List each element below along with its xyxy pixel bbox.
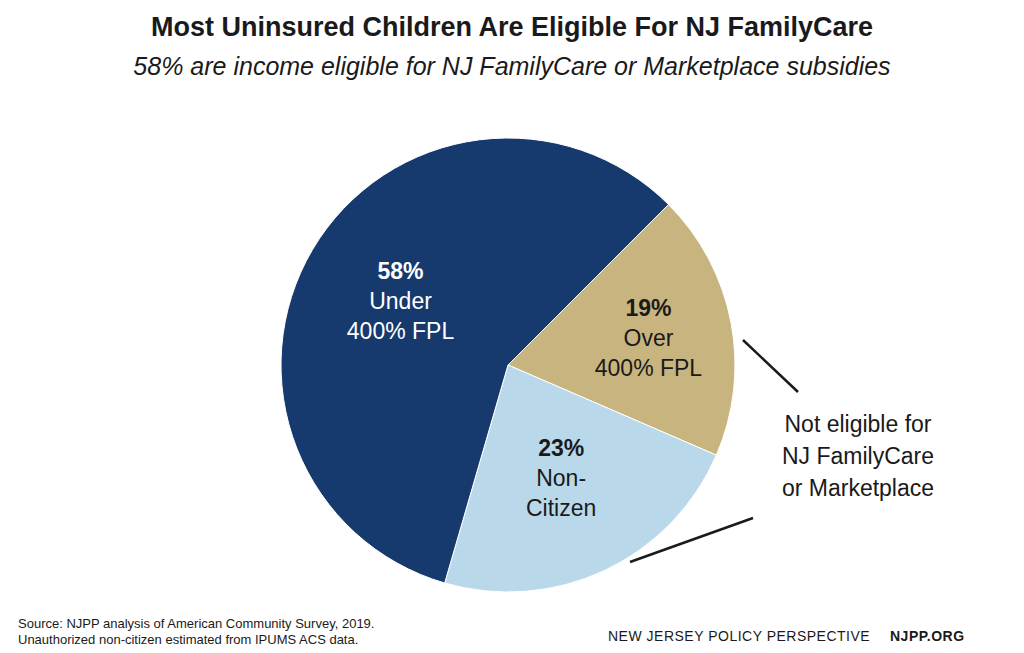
svg-text:58%Under400% FPL: 58%Under400% FPL	[347, 258, 455, 344]
html-text:Most Uninsured Children Are El: Most Uninsured Children Are Eligible For…	[150, 12, 874, 42]
svg-text:Source: NJPP analysis of Ameri: Source: NJPP analysis of American Commun…	[18, 616, 374, 647]
svg-text:NEW JERSEY POLICY PERSPECTIVE: NEW JERSEY POLICY PERSPECTIVE	[608, 628, 870, 644]
svg-text:23%Non-Citizen: 23%Non-Citizen	[526, 435, 596, 521]
svg-text:NJPP.ORG: NJPP.ORG	[890, 628, 965, 644]
svg-text:19%Over400% FPL: 19%Over400% FPL	[595, 295, 703, 381]
svg-text:Not eligible forNJ FamilyCareo: Not eligible forNJ FamilyCareor Marketpl…	[782, 411, 934, 501]
html-text:58% are income eligible for NJ: 58% are income eligible for NJ FamilyCar…	[133, 52, 891, 80]
